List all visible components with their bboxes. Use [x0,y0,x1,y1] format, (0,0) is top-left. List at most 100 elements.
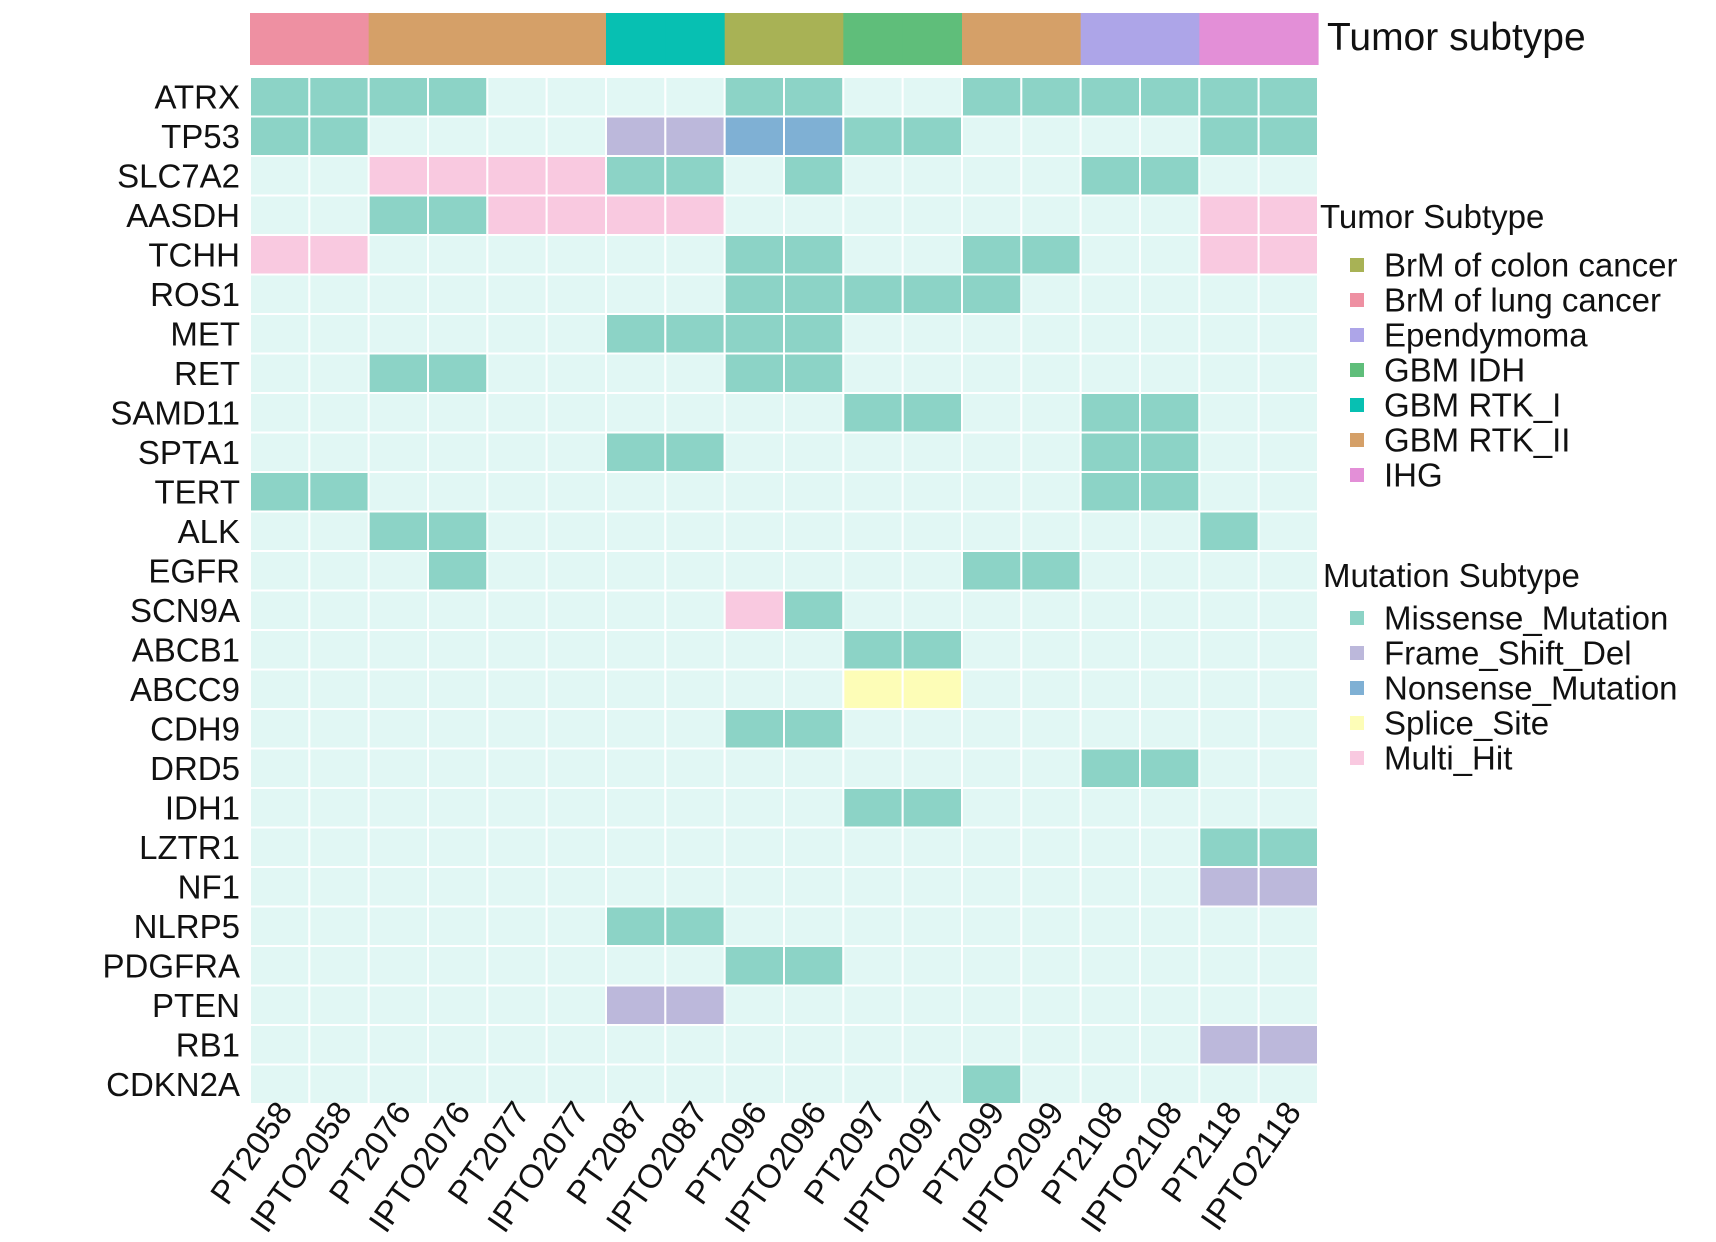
cell-TCHH-PT2076 [367,234,429,276]
cell-SLC7A2-IPTO2096 [783,155,845,197]
cell-SCN9A-PT2096 [723,589,786,631]
cell-ROS1-PT2077 [486,273,548,315]
cell-SLC7A2-IPTO2077 [545,155,608,197]
cell-RET-IPTO2087 [664,352,726,394]
gene-label-RB1: RB1 [176,1026,240,1063]
cell-TERT-PT2058 [249,471,311,513]
cell-TERT-IPTO2087 [664,471,726,513]
cell-SPTA1-IPTO2077 [545,431,608,473]
cell-EGFR-IPTO2097 [901,550,964,592]
cell-ATRX-PT2058 [249,76,311,118]
cell-ABCC9-IPTO2077 [545,668,608,710]
cell-PDGFRA-IPTO2077 [545,945,608,987]
cell-ATRX-IPTO2097 [901,76,964,118]
cell-NLRP5-IPTO2096 [783,905,845,947]
cell-TERT-PT2097 [842,471,904,513]
cell-ATRX-PT2096 [723,76,786,118]
legend-swatch-H [1350,751,1364,765]
cell-NLRP5-PT2077 [486,905,548,947]
cell-SPTA1-IPTO2076 [427,431,489,473]
cell-IDH1-IPTO2118 [1257,787,1319,829]
cell-ATRX-PT2077 [486,76,548,118]
cell-PTEN-IPTO2087 [664,984,726,1026]
gene-label-LZTR1: LZTR1 [139,829,240,866]
cell-TP53-IPTO2058 [308,115,370,157]
cell-RET-IPTO2099 [1020,352,1082,394]
cell-TERT-IPTO2076 [427,471,489,513]
annotation-cell-PT2118 [1199,13,1260,65]
cell-ABCC9-IPTO2118 [1257,668,1319,710]
cell-AASDH-PT2097 [842,194,904,236]
cell-RET-PT2087 [605,352,667,394]
legend-swatch-idh [1350,363,1364,377]
cell-CDH9-IPTO2099 [1020,708,1082,750]
annotation-cell-IPTO2096 [784,13,844,65]
cell-ROS1-PT2096 [723,273,786,315]
cell-CDH9-IPTO2058 [308,708,370,750]
cell-EGFR-PT2087 [605,550,667,592]
cell-TCHH-IPTO2077 [545,234,608,276]
cell-TERT-PT2076 [367,471,429,513]
cell-MET-PT2058 [249,313,311,355]
cell-AASDH-PT2087 [605,194,667,236]
cell-ROS1-PT2099 [961,273,1023,315]
cell-AASDH-IPTO2087 [664,194,726,236]
cell-AASDH-PT2118 [1198,194,1260,236]
cell-IDH1-PT2087 [605,787,667,829]
cell-CDH9-PT2058 [249,708,311,750]
cell-MET-PT2077 [486,313,548,355]
cell-SLC7A2-IPTO2097 [901,155,964,197]
cell-RB1-PT2099 [961,1024,1023,1066]
cell-PDGFRA-PT2087 [605,945,667,987]
cell-PDGFRA-PT2118 [1198,945,1260,987]
cell-AASDH-PT2096 [723,194,786,236]
cell-CDKN2A-IPTO2097 [901,1063,964,1105]
legend-swatch-colon [1350,258,1364,272]
annotation-cell-IPTO2108 [1140,13,1200,65]
cell-TERT-PT2099 [961,471,1023,513]
cell-ATRX-PT2108 [1079,76,1141,118]
cell-ABCB1-PT2096 [723,629,786,671]
cell-TERT-IPTO2058 [308,471,370,513]
cell-CDKN2A-IPTO2108 [1139,1063,1201,1105]
cell-TP53-IPTO2108 [1139,115,1201,157]
cell-RET-PT2096 [723,352,786,394]
cell-SLC7A2-PT2118 [1198,155,1260,197]
cell-MET-PT2099 [961,313,1023,355]
cell-TCHH-IPTO2108 [1139,234,1201,276]
cell-NLRP5-PT2087 [605,905,667,947]
cell-TP53-PT2077 [486,115,548,157]
cell-ROS1-PT2076 [367,273,429,315]
cell-ABCB1-PT2058 [249,629,311,671]
cell-CDH9-IPTO2076 [427,708,489,750]
cell-NLRP5-PT2058 [249,905,311,947]
legend-label-idh: GBM IDH [1384,352,1525,389]
cell-PTEN-PT2108 [1079,984,1141,1026]
cell-ATRX-IPTO2077 [545,76,608,118]
cell-NLRP5-PT2099 [961,905,1023,947]
cell-ABCB1-IPTO2097 [901,629,964,671]
cell-ALK-IPTO2118 [1257,510,1319,552]
cell-SLC7A2-IPTO2058 [308,155,370,197]
cell-TP53-PT2058 [249,115,311,157]
cell-CDH9-IPTO2097 [901,708,964,750]
gene-label-CDKN2A: CDKN2A [106,1066,240,1103]
cell-SAMD11-IPTO2097 [901,392,964,434]
cell-EGFR-IPTO2096 [783,550,845,592]
cell-EGFR-IPTO2108 [1139,550,1201,592]
cell-LZTR1-IPTO2096 [783,826,845,868]
cell-SPTA1-PT2058 [249,431,311,473]
cell-SCN9A-IPTO2076 [427,589,489,631]
cell-PTEN-IPTO2118 [1257,984,1319,1026]
cell-ABCB1-IPTO2076 [427,629,489,671]
cell-TP53-IPTO2087 [664,115,726,157]
cell-ATRX-IPTO2076 [427,76,489,118]
gene-label-EGFR: EGFR [148,552,240,589]
cell-CDH9-PT2096 [723,708,786,750]
cell-TCHH-IPTO2076 [427,234,489,276]
cell-AASDH-IPTO2108 [1139,194,1201,236]
annotation-cell-IPTO2097 [902,13,963,65]
cell-NLRP5-PT2097 [842,905,904,947]
cell-NLRP5-IPTO2058 [308,905,370,947]
cell-CDH9-IPTO2087 [664,708,726,750]
